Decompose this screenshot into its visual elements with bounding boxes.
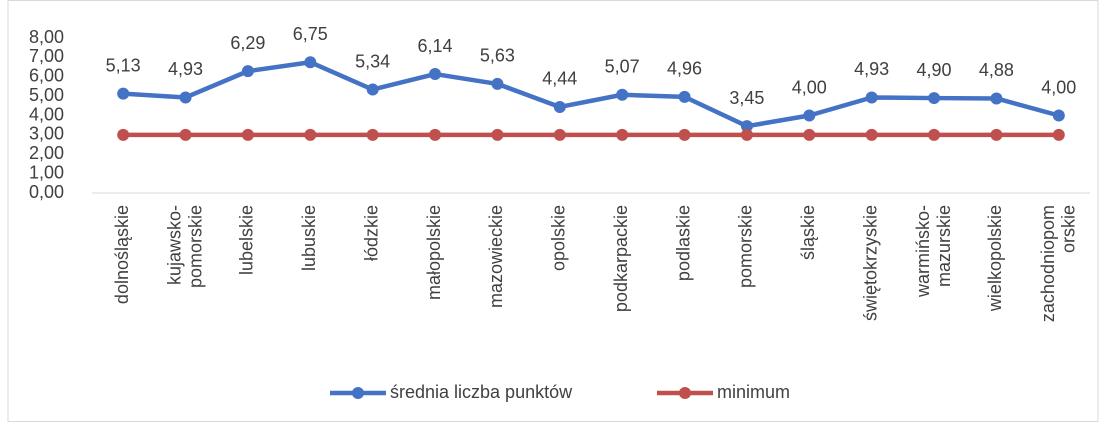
legend-marker [352, 387, 364, 399]
marker [491, 128, 504, 141]
series-line [123, 59, 1060, 129]
legend-marker [679, 387, 691, 399]
y-tick-label: 2,00 [29, 143, 64, 163]
legend-label: minimum [717, 382, 790, 402]
chart-border [7, 0, 1099, 422]
y-tick-label: 1,00 [29, 162, 64, 182]
marker [366, 83, 379, 96]
marker [117, 128, 130, 141]
data-label: 6,14 [418, 36, 453, 56]
data-label: 4,00 [792, 77, 827, 97]
x-tick-label: podkarpackie [611, 205, 631, 312]
x-tick-label: pomorskie [736, 205, 756, 288]
marker [803, 109, 816, 122]
x-tick-label: mazowieckie [486, 205, 506, 308]
data-label: 4,93 [168, 59, 203, 79]
marker [491, 77, 504, 90]
marker [740, 120, 753, 133]
x-tick-label: śląskie [798, 205, 818, 260]
marker [865, 128, 878, 141]
x-tick-label: zachodniopomorskie [1038, 205, 1079, 322]
marker [304, 128, 317, 141]
x-tick-label: małopolskie [424, 205, 444, 300]
marker [678, 128, 691, 141]
marker [553, 128, 566, 141]
marker [117, 87, 130, 100]
x-tick-label: kujawsko-pomorskie [164, 205, 205, 288]
y-tick-label: 5,00 [29, 85, 64, 105]
data-label: 6,29 [230, 33, 265, 53]
x-tick-label: lubelskie [237, 205, 257, 275]
y-tick-label: 8,00 [29, 27, 64, 47]
marker [616, 128, 629, 141]
marker [990, 92, 1003, 105]
marker [928, 128, 941, 141]
marker [179, 91, 192, 104]
y-tick-label: 6,00 [29, 66, 64, 86]
data-label: 5,63 [480, 46, 515, 66]
data-label: 4,44 [542, 69, 577, 89]
marker [990, 128, 1003, 141]
data-label: 3,45 [729, 88, 764, 108]
data-label: 4,96 [667, 59, 702, 79]
marker [803, 128, 816, 141]
marker [241, 128, 254, 141]
marker [429, 128, 442, 141]
data-label: 4,00 [1041, 77, 1076, 97]
data-label: 5,13 [106, 55, 141, 75]
data-label: 4,88 [979, 60, 1014, 80]
marker [241, 65, 254, 78]
marker [304, 56, 317, 69]
x-tick-label: łódzkie [361, 205, 381, 261]
marker [678, 90, 691, 103]
x-tick-label: warmińsko-mazurskie [913, 205, 954, 298]
marker [366, 128, 379, 141]
data-label: 4,90 [917, 60, 952, 80]
y-tick-label: 7,00 [29, 46, 64, 66]
marker [429, 68, 442, 81]
marker [865, 91, 878, 104]
marker [616, 88, 629, 101]
y-tick-label: 4,00 [29, 104, 64, 124]
marker [1052, 109, 1065, 122]
y-tick-label: 0,00 [29, 182, 64, 202]
marker [740, 128, 753, 141]
x-tick-label: lubuskie [299, 205, 319, 271]
x-tick-label: podlaskie [673, 205, 693, 281]
data-label: 6,75 [293, 24, 328, 44]
marker [179, 128, 192, 141]
legend-label: średnia liczba punktów [390, 382, 573, 402]
y-tick-label: 3,00 [29, 124, 64, 144]
marker [553, 100, 566, 113]
x-tick-label: świętokrzyskie [860, 205, 880, 321]
marker [928, 92, 941, 105]
x-tick-label: wielkopolskie [985, 205, 1005, 312]
x-tick-label: dolnośląskie [112, 205, 132, 304]
data-label: 5,34 [355, 51, 390, 71]
data-label: 4,93 [854, 59, 889, 79]
marker [1052, 128, 1065, 141]
x-tick-label: opolskie [549, 205, 569, 271]
data-label: 5,07 [605, 57, 640, 77]
